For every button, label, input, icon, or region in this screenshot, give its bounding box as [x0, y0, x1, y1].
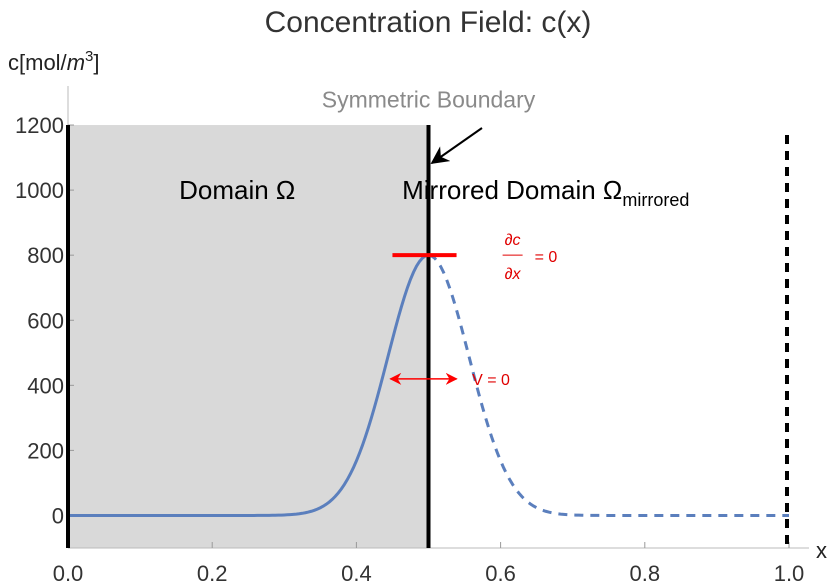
- y-tick-label: 400: [27, 373, 64, 398]
- y-axis-label-exponent: 3: [85, 48, 93, 65]
- boundary-pointer-arrow: [430, 127, 483, 165]
- y-axis-label-prefix: c[mol/: [8, 50, 68, 75]
- mirrored-domain-subscript: mirrored: [622, 190, 689, 210]
- symmetric-boundary-label: Symmetric Boundary: [322, 87, 536, 113]
- y-ticks: 0 200 400 600 800 1000 1200: [15, 113, 74, 528]
- mirrored-domain-text: Mirrored Domain Ω: [402, 175, 622, 205]
- x-tick-label: 1.0: [774, 561, 805, 586]
- concentration-curve-mirrored: [428, 253, 789, 517]
- x-tick-label: 0.8: [630, 561, 661, 586]
- domain-label: Domain Ω: [179, 175, 295, 205]
- y-tick-label: 200: [27, 438, 64, 463]
- y-axis-label-unit: m: [67, 50, 85, 75]
- y-tick-label: 1000: [15, 178, 64, 203]
- derivative-denominator: ∂x: [505, 266, 522, 283]
- y-axis-label: c[mol/m3]: [8, 48, 99, 75]
- x-tick-label: 0.4: [341, 561, 372, 586]
- x-axis-label: x: [816, 538, 827, 563]
- derivative-equals-zero: = 0: [535, 249, 558, 266]
- y-tick-label: 800: [27, 243, 64, 268]
- x-ticks: 0.0 0.2 0.4 0.6 0.8 1.0: [53, 542, 805, 586]
- derivative-numerator: ∂c: [505, 232, 521, 249]
- mirrored-domain-label: Mirrored Domain Ωmirrored: [402, 175, 689, 210]
- x-tick-label: 0.6: [485, 561, 516, 586]
- chart-title: Concentration Field: c(x): [265, 6, 592, 39]
- concentration-curve-domain: [68, 253, 429, 517]
- x-tick-label: 0.0: [53, 561, 84, 586]
- y-axis-label-suffix: ]: [93, 50, 99, 75]
- y-tick-label: 0: [52, 503, 64, 528]
- velocity-label: V = 0: [472, 372, 510, 389]
- y-tick-label: 600: [27, 308, 64, 333]
- zero-gradient-annotation: ∂c ∂x = 0: [502, 232, 558, 283]
- y-tick-label: 1200: [15, 113, 64, 138]
- x-tick-label: 0.2: [197, 561, 228, 586]
- domain-shaded-region: [68, 125, 429, 549]
